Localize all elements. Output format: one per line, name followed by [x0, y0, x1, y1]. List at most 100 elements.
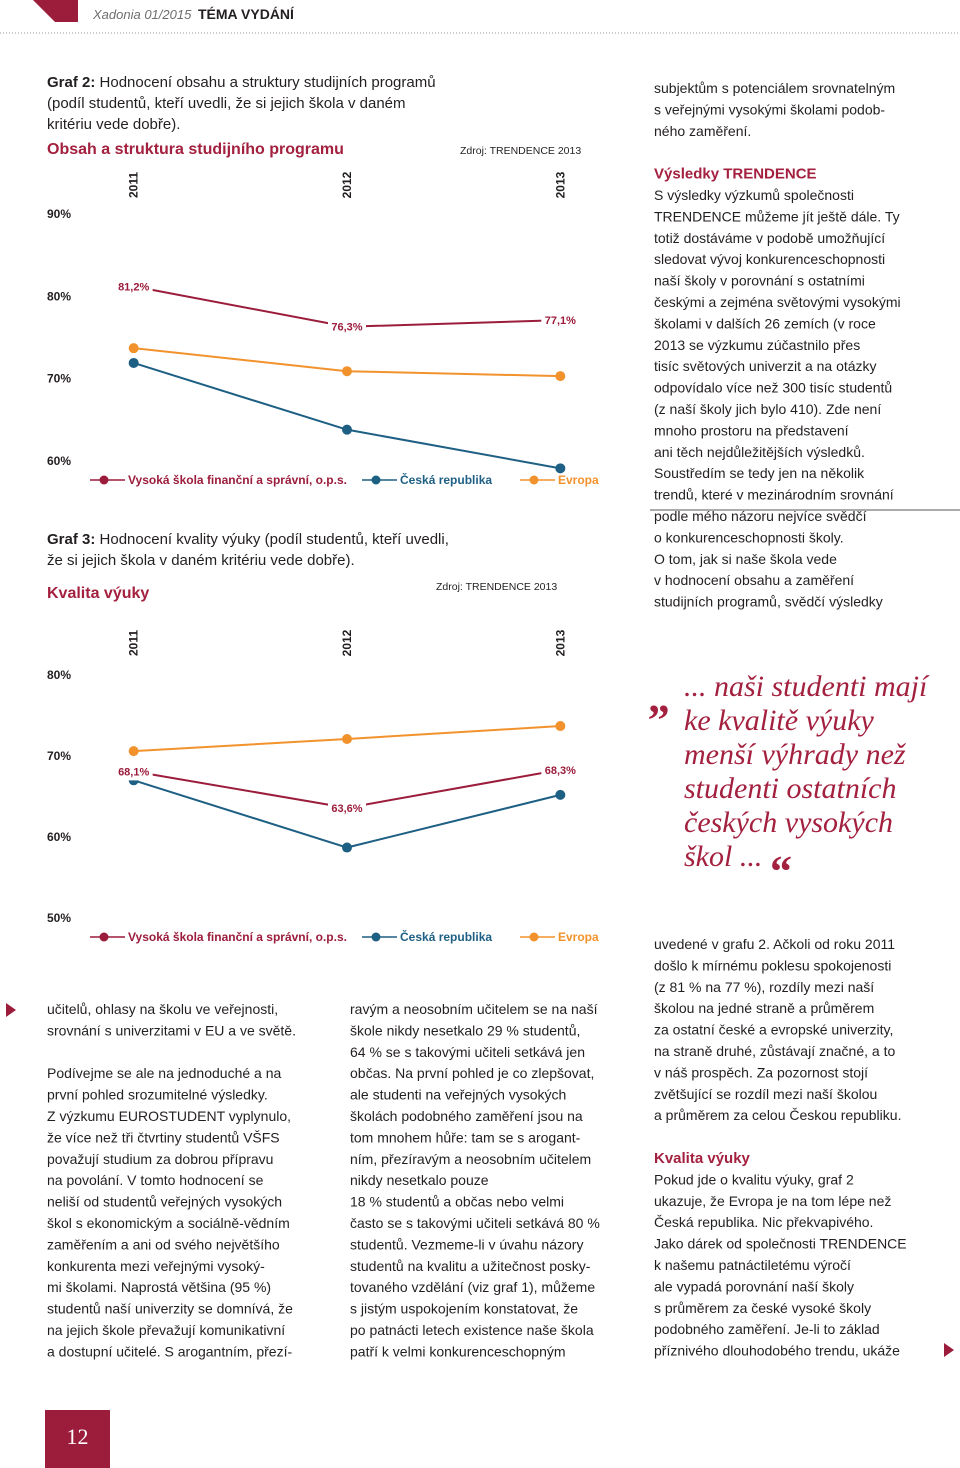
data-point: [128, 343, 139, 354]
y-tick-label: 70%: [47, 749, 71, 763]
legend-label: Česká republika: [400, 929, 492, 944]
text-line: často se s takovými učiteli setkává 80 %: [350, 1215, 600, 1231]
text-line: a průměrem za celou Českou republiku.: [654, 1107, 901, 1123]
x-tick-label: 2011: [127, 172, 141, 198]
text-line: školách podobného zaměření jsou na: [350, 1108, 583, 1124]
label-bg: [114, 277, 153, 296]
header-mark: [33, 0, 78, 22]
text-line: první pohled srozumitelné výsledky.: [47, 1087, 268, 1103]
data-point: [555, 789, 566, 800]
text-line: v náš prospěch. Za pozornost stojí: [654, 1064, 868, 1080]
quote-line: českých vysokých: [684, 806, 893, 839]
text-line: škol s ekonomickým a sociálně-vědním: [47, 1215, 290, 1231]
y-tick-label: 60%: [47, 454, 71, 468]
text-line: na povolání. V tomto hodnocení se: [47, 1172, 264, 1188]
text-line: zvětšující se rozdíl mezi naší školou: [654, 1086, 877, 1102]
quote-line: menší výhrady než: [684, 738, 907, 771]
text-line: škole nikdy nesetkalo 29 % studentů,: [350, 1022, 580, 1038]
value-label: 63,6%: [331, 803, 362, 815]
text-line: podle mého názoru nejvíce svědčí: [654, 508, 867, 524]
caption-text: že si jejich škola v daném kritériu vede…: [47, 552, 355, 569]
text-line: Podívejme se ale na jednoduché a na: [47, 1065, 281, 1081]
text-line: studijních programů, svědčí výsledky: [654, 594, 883, 610]
text-line: došlo k mírnému poklesu spokojenosti: [654, 957, 891, 973]
text-line: patří k velmi konkurenceschopným: [350, 1343, 566, 1359]
text-line: ale studenti na veřejných vysokých: [350, 1087, 566, 1103]
data-point: [555, 371, 566, 382]
text-line: (z naší školy jich bylo 410). Zde není: [654, 401, 881, 417]
magazine: Xadonia 01/2015: [92, 7, 192, 22]
text-line: uvedené v grafu 2. Ačkoli od roku 2011: [654, 936, 895, 952]
chart-caption: Graf 3: Hodnocení kvality výuky (podíl s…: [47, 531, 449, 548]
chart-source: Zdroj: TRENDENCE 2013: [436, 581, 557, 593]
text-line: Soustředím se tedy jen na několik: [654, 465, 865, 481]
legend-label: Česká republika: [400, 472, 492, 487]
text-line: 18 % studentů a občas nebo velmi: [350, 1194, 564, 1210]
section-heading: Výsledky TRENDENCE: [654, 166, 817, 183]
text-line: školami v dalších 26 zemích (v roce: [654, 315, 876, 331]
continue-arrow: [6, 1003, 16, 1017]
text-line: 2013 se výzkumu zúčastnilo přes: [654, 337, 860, 353]
legend-dot: [371, 932, 381, 942]
text-line: tisíc světových univerzit a na otázky: [654, 358, 877, 374]
quote-line: škol ...: [684, 840, 762, 873]
text-line: považují studium za dobrou přípravu: [47, 1151, 273, 1167]
label-bg: [541, 760, 580, 779]
text-line: Z výzkumu EUROSTUDENT vyplynulo,: [47, 1108, 291, 1124]
quote-close: “: [770, 847, 792, 896]
x-tick-label: 2012: [340, 629, 354, 656]
x-tick-label: 2012: [340, 171, 354, 198]
data-point: [555, 721, 566, 732]
y-tick-label: 90%: [47, 207, 71, 221]
text-line: ravým a neosobním učitelem se na naší: [350, 1001, 598, 1017]
text-line: naší školy v porovnání s ostatními: [654, 273, 865, 289]
text-line: že více než tři čtvrtiny studentů VŠFS: [47, 1129, 280, 1145]
text-line: nikdy nesetkalo pouze: [350, 1172, 489, 1188]
text-line: odpovídalo více než 300 tisíc studentů: [654, 380, 892, 396]
data-point: [342, 842, 352, 853]
text-line: o konkurenceschopnosti školy.: [654, 529, 844, 545]
data-point: [128, 746, 139, 757]
y-tick-label: 80%: [47, 289, 71, 303]
text-line: ním, přezíravým a neosobním učitelem: [350, 1151, 591, 1167]
value-label: 76,3%: [331, 322, 362, 334]
text-line: S výsledky výzkumů společnosti: [654, 187, 854, 203]
y-tick-label: 60%: [47, 830, 71, 844]
quote-open: „: [648, 673, 670, 722]
text-line: na straně druhé, zůstávají značné, a to: [654, 1043, 895, 1059]
text-line: neliší od studentů veřejných vysokých: [47, 1194, 282, 1210]
text-line: na jejich škole převažují komunikativní: [47, 1322, 285, 1338]
text-line: za ostatní české a evropské univerzity,: [654, 1022, 893, 1038]
legend-label: Vysoká škola finanční a správní, o.p.s.: [128, 473, 347, 487]
text-line: (z 81 % na 77 %), rozdíly mezi naší: [654, 979, 874, 995]
y-tick-label: 80%: [47, 668, 71, 682]
text-line: a dostupní učitelé. S arogantním, přezí-: [47, 1343, 292, 1359]
text-line: studentů naší univerzity se domnívá, že: [47, 1301, 293, 1317]
quote-line: studenti ostatních: [684, 772, 897, 805]
legend-label: Vysoká škola finanční a správní, o.p.s.: [128, 930, 347, 944]
caption-label: Graf 2:: [47, 74, 95, 91]
chart-caption: že si jejich škola v daném kritériu vede…: [47, 552, 355, 569]
legend-dot: [99, 475, 109, 485]
text-line: v hodnocení obsahu a zaměření: [654, 572, 854, 588]
text-line: srovnání s univerzitami v EU a ve světě.: [47, 1022, 296, 1038]
text-line: příznivého dlouhodobého trendu, ukáže: [654, 1343, 900, 1359]
text-line: k našemu patnáctiletému výročí: [654, 1257, 851, 1273]
quote-line: ke kvalitě výuky: [684, 704, 875, 737]
text-line: po patnácti letech existence naše škola: [350, 1322, 594, 1338]
caption-label: Graf 3:: [47, 531, 95, 548]
text-line: subjektům s potenciálem srovnatelným: [654, 80, 895, 96]
text-line: tom mnohem hůře: tam se s arogant-: [350, 1129, 581, 1145]
value-label: 68,3%: [545, 765, 576, 777]
legend-dot: [99, 932, 109, 942]
legend-label: Evropa: [558, 473, 599, 487]
text-line: s průměrem za české vysoké školy: [654, 1300, 871, 1316]
text-line: ani těch nejdůležitějších výsledků.: [654, 444, 865, 460]
chart-title: Kvalita výuky: [47, 585, 149, 602]
x-tick-label: 2013: [553, 171, 567, 198]
label-bg: [328, 798, 366, 817]
text-line: tovaného vzdělání (viz graf 1), můžeme: [350, 1279, 595, 1295]
text-line: Jako dárek od společnosti TRENDENCE: [654, 1236, 907, 1252]
text-line: zaměřením a ani od svého největšího: [47, 1236, 280, 1252]
text-line: s jistým uspokojením konstatovat, že: [350, 1301, 578, 1317]
